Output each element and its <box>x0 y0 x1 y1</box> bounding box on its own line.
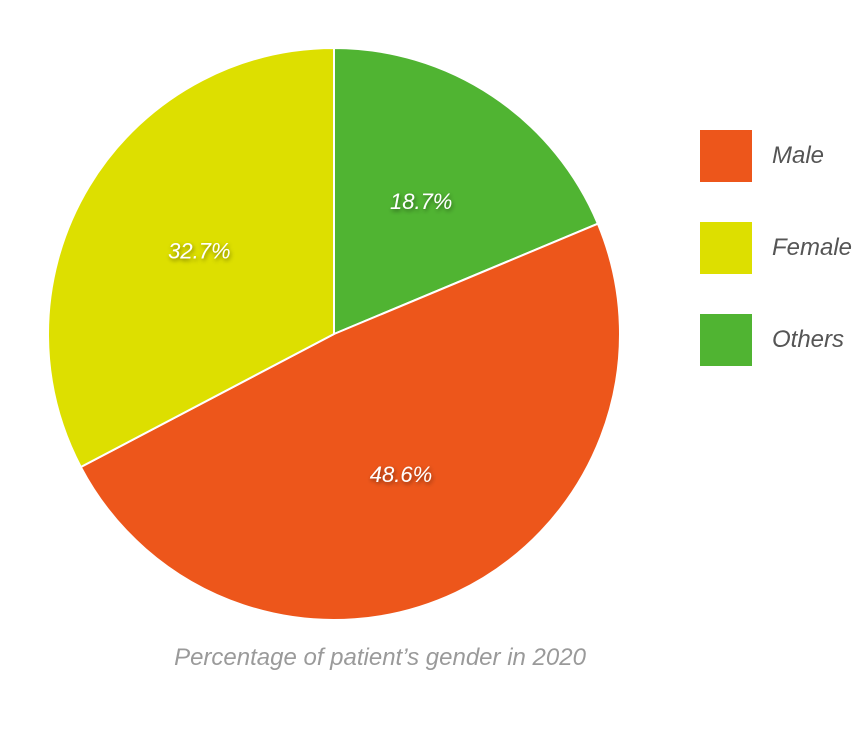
legend-item-male[interactable]: Male <box>700 130 852 182</box>
legend-swatch-male <box>700 130 752 182</box>
legend-swatch-others <box>700 314 752 366</box>
legend-swatch-female <box>700 222 752 274</box>
pie-chart: 18.7% 48.6% 32.7% <box>47 47 621 621</box>
legend-item-female[interactable]: Female <box>700 222 852 274</box>
chart-caption: Percentage of patient’s gender in 2020 <box>174 644 586 671</box>
legend-item-others[interactable]: Others <box>700 314 852 366</box>
chart-legend: Male Female Others <box>700 130 852 406</box>
pie-slice-female[interactable] <box>47 47 335 469</box>
pie-slice-male[interactable] <box>79 222 621 621</box>
legend-label-female: Female <box>772 234 853 261</box>
data-label-others: 18.7% <box>390 189 452 214</box>
data-label-male: 48.6% <box>370 462 432 487</box>
pie-slice-others[interactable] <box>333 47 599 335</box>
legend-label-others: Others <box>772 326 845 353</box>
legend-label-male: Male <box>772 142 825 169</box>
data-label-female: 32.7% <box>168 238 230 263</box>
